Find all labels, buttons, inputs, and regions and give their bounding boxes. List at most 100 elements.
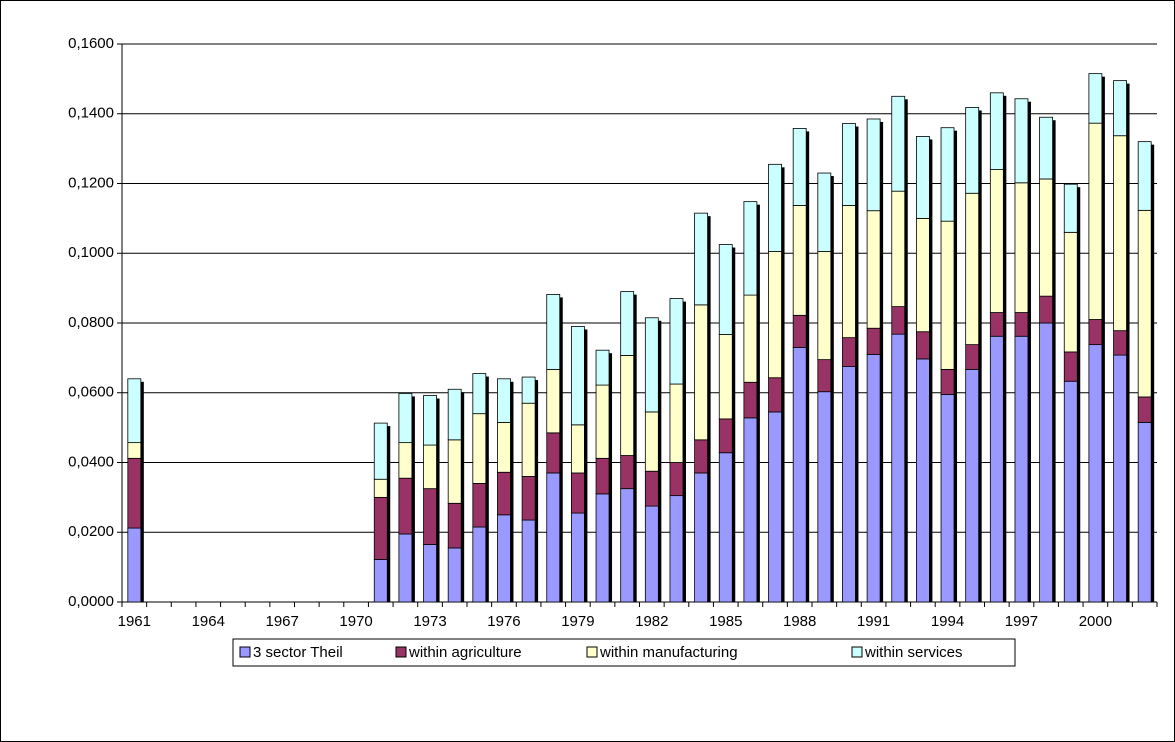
bar-segment: [546, 432, 561, 474]
legend-label: within manufacturing: [599, 644, 738, 661]
legend-label: within agriculture: [408, 644, 522, 661]
bar-segment: [792, 127, 807, 206]
bar-segment: [570, 472, 585, 514]
x-tick-label: 1973: [413, 613, 446, 630]
bar-segment: [768, 377, 782, 413]
bar-segment: [891, 306, 906, 335]
bar-segment: [1014, 182, 1029, 313]
bar-segment: [546, 294, 561, 370]
bar-segment: [940, 368, 955, 395]
bar-segment: [989, 92, 1004, 170]
bar-segment: [792, 205, 807, 316]
bar-segment: [1137, 141, 1152, 211]
y-tick-label: 0,0400: [68, 453, 114, 470]
bar-segment: [1113, 354, 1127, 603]
bar-segment: [423, 444, 437, 490]
bar-segment: [743, 294, 758, 383]
bar-segment: [669, 298, 684, 385]
bar-segment: [546, 472, 561, 603]
bar-segment: [718, 418, 733, 454]
bar-segment: [866, 327, 881, 355]
bar-segment: [127, 442, 142, 459]
y-tick-label: 0,0000: [68, 593, 114, 610]
bar-segment: [447, 388, 462, 441]
bar-segment: [1039, 116, 1054, 180]
bar-segment: [817, 172, 832, 252]
bar-segment: [644, 470, 659, 507]
bar-segment: [866, 210, 881, 329]
bar-segment: [694, 472, 709, 603]
y-tick-label: 0,1200: [68, 174, 114, 191]
bar-segment: [595, 384, 610, 459]
bar-segment: [1113, 135, 1127, 332]
x-tick-label: 1970: [339, 613, 372, 630]
bar-segment: [915, 331, 930, 360]
bar-segment: [694, 439, 709, 474]
bar-segment: [965, 344, 980, 370]
legend-label: 3 sector Theil: [253, 644, 343, 661]
bar-segment: [669, 495, 684, 603]
bar-segment: [842, 337, 856, 367]
bar-segment: [940, 220, 955, 370]
bar-segment: [373, 559, 388, 603]
bar-segment: [718, 244, 733, 335]
bar-segment: [521, 376, 536, 404]
bar-segment: [743, 417, 758, 603]
x-tick-label: 1967: [265, 613, 298, 630]
bar-segment: [1088, 344, 1103, 603]
legend-swatch: [586, 646, 598, 658]
x-tick-label: 1982: [635, 613, 668, 630]
bar-segment: [842, 205, 856, 339]
y-tick-label: 0,0800: [68, 314, 114, 331]
bar-segment: [965, 107, 980, 194]
bar-segment: [792, 314, 807, 348]
bar-segment: [127, 378, 142, 444]
bar-segment: [620, 488, 635, 603]
y-tick-label: 0,0200: [68, 523, 114, 540]
bar-segment: [792, 347, 807, 603]
y-tick-label: 0,1000: [68, 244, 114, 261]
bar-segment: [1039, 322, 1054, 603]
bar-segment: [497, 421, 511, 473]
legend-swatch: [851, 646, 863, 658]
bar-segment: [1113, 80, 1127, 137]
bar-segment: [1014, 335, 1029, 603]
bar-segment: [1063, 380, 1078, 603]
bar-segment: [817, 359, 832, 393]
bar-segment: [570, 424, 585, 474]
bar-segment: [1063, 183, 1078, 233]
bar-segment: [127, 527, 142, 603]
bar-segment: [620, 291, 635, 356]
bar-segment: [965, 192, 980, 346]
bar-segment: [1137, 396, 1152, 423]
bar-segment: [940, 394, 955, 603]
bar-segment: [423, 395, 437, 446]
bar-segment: [1014, 312, 1029, 337]
bar-segment: [989, 312, 1004, 337]
bar-segment: [497, 471, 511, 516]
bar-segment: [521, 402, 536, 477]
bar-segment: [1063, 231, 1078, 353]
bar-segment: [1088, 73, 1103, 124]
bar-segment: [866, 353, 881, 603]
bar-segment: [373, 496, 388, 560]
bar-segment: [1014, 98, 1029, 184]
bar-segment: [398, 477, 413, 535]
bar-segment: [423, 544, 437, 603]
bar-segment: [891, 95, 906, 192]
bar-segment: [472, 483, 487, 528]
x-tick-label: 1961: [118, 613, 151, 630]
bar-segment: [940, 127, 955, 222]
x-tick-label: 1964: [192, 613, 225, 630]
bar-segment: [694, 304, 709, 441]
bar-segment: [768, 411, 782, 603]
x-tick-label: 1985: [709, 613, 742, 630]
bar-segment: [768, 251, 782, 379]
bar-segment: [644, 317, 659, 413]
y-tick-label: 0,0600: [68, 384, 114, 401]
bar-segment: [694, 212, 709, 306]
bar-segment: [1039, 178, 1054, 297]
bar-segment: [817, 391, 832, 603]
bar-segment: [817, 251, 832, 361]
bar-segment: [447, 439, 462, 504]
